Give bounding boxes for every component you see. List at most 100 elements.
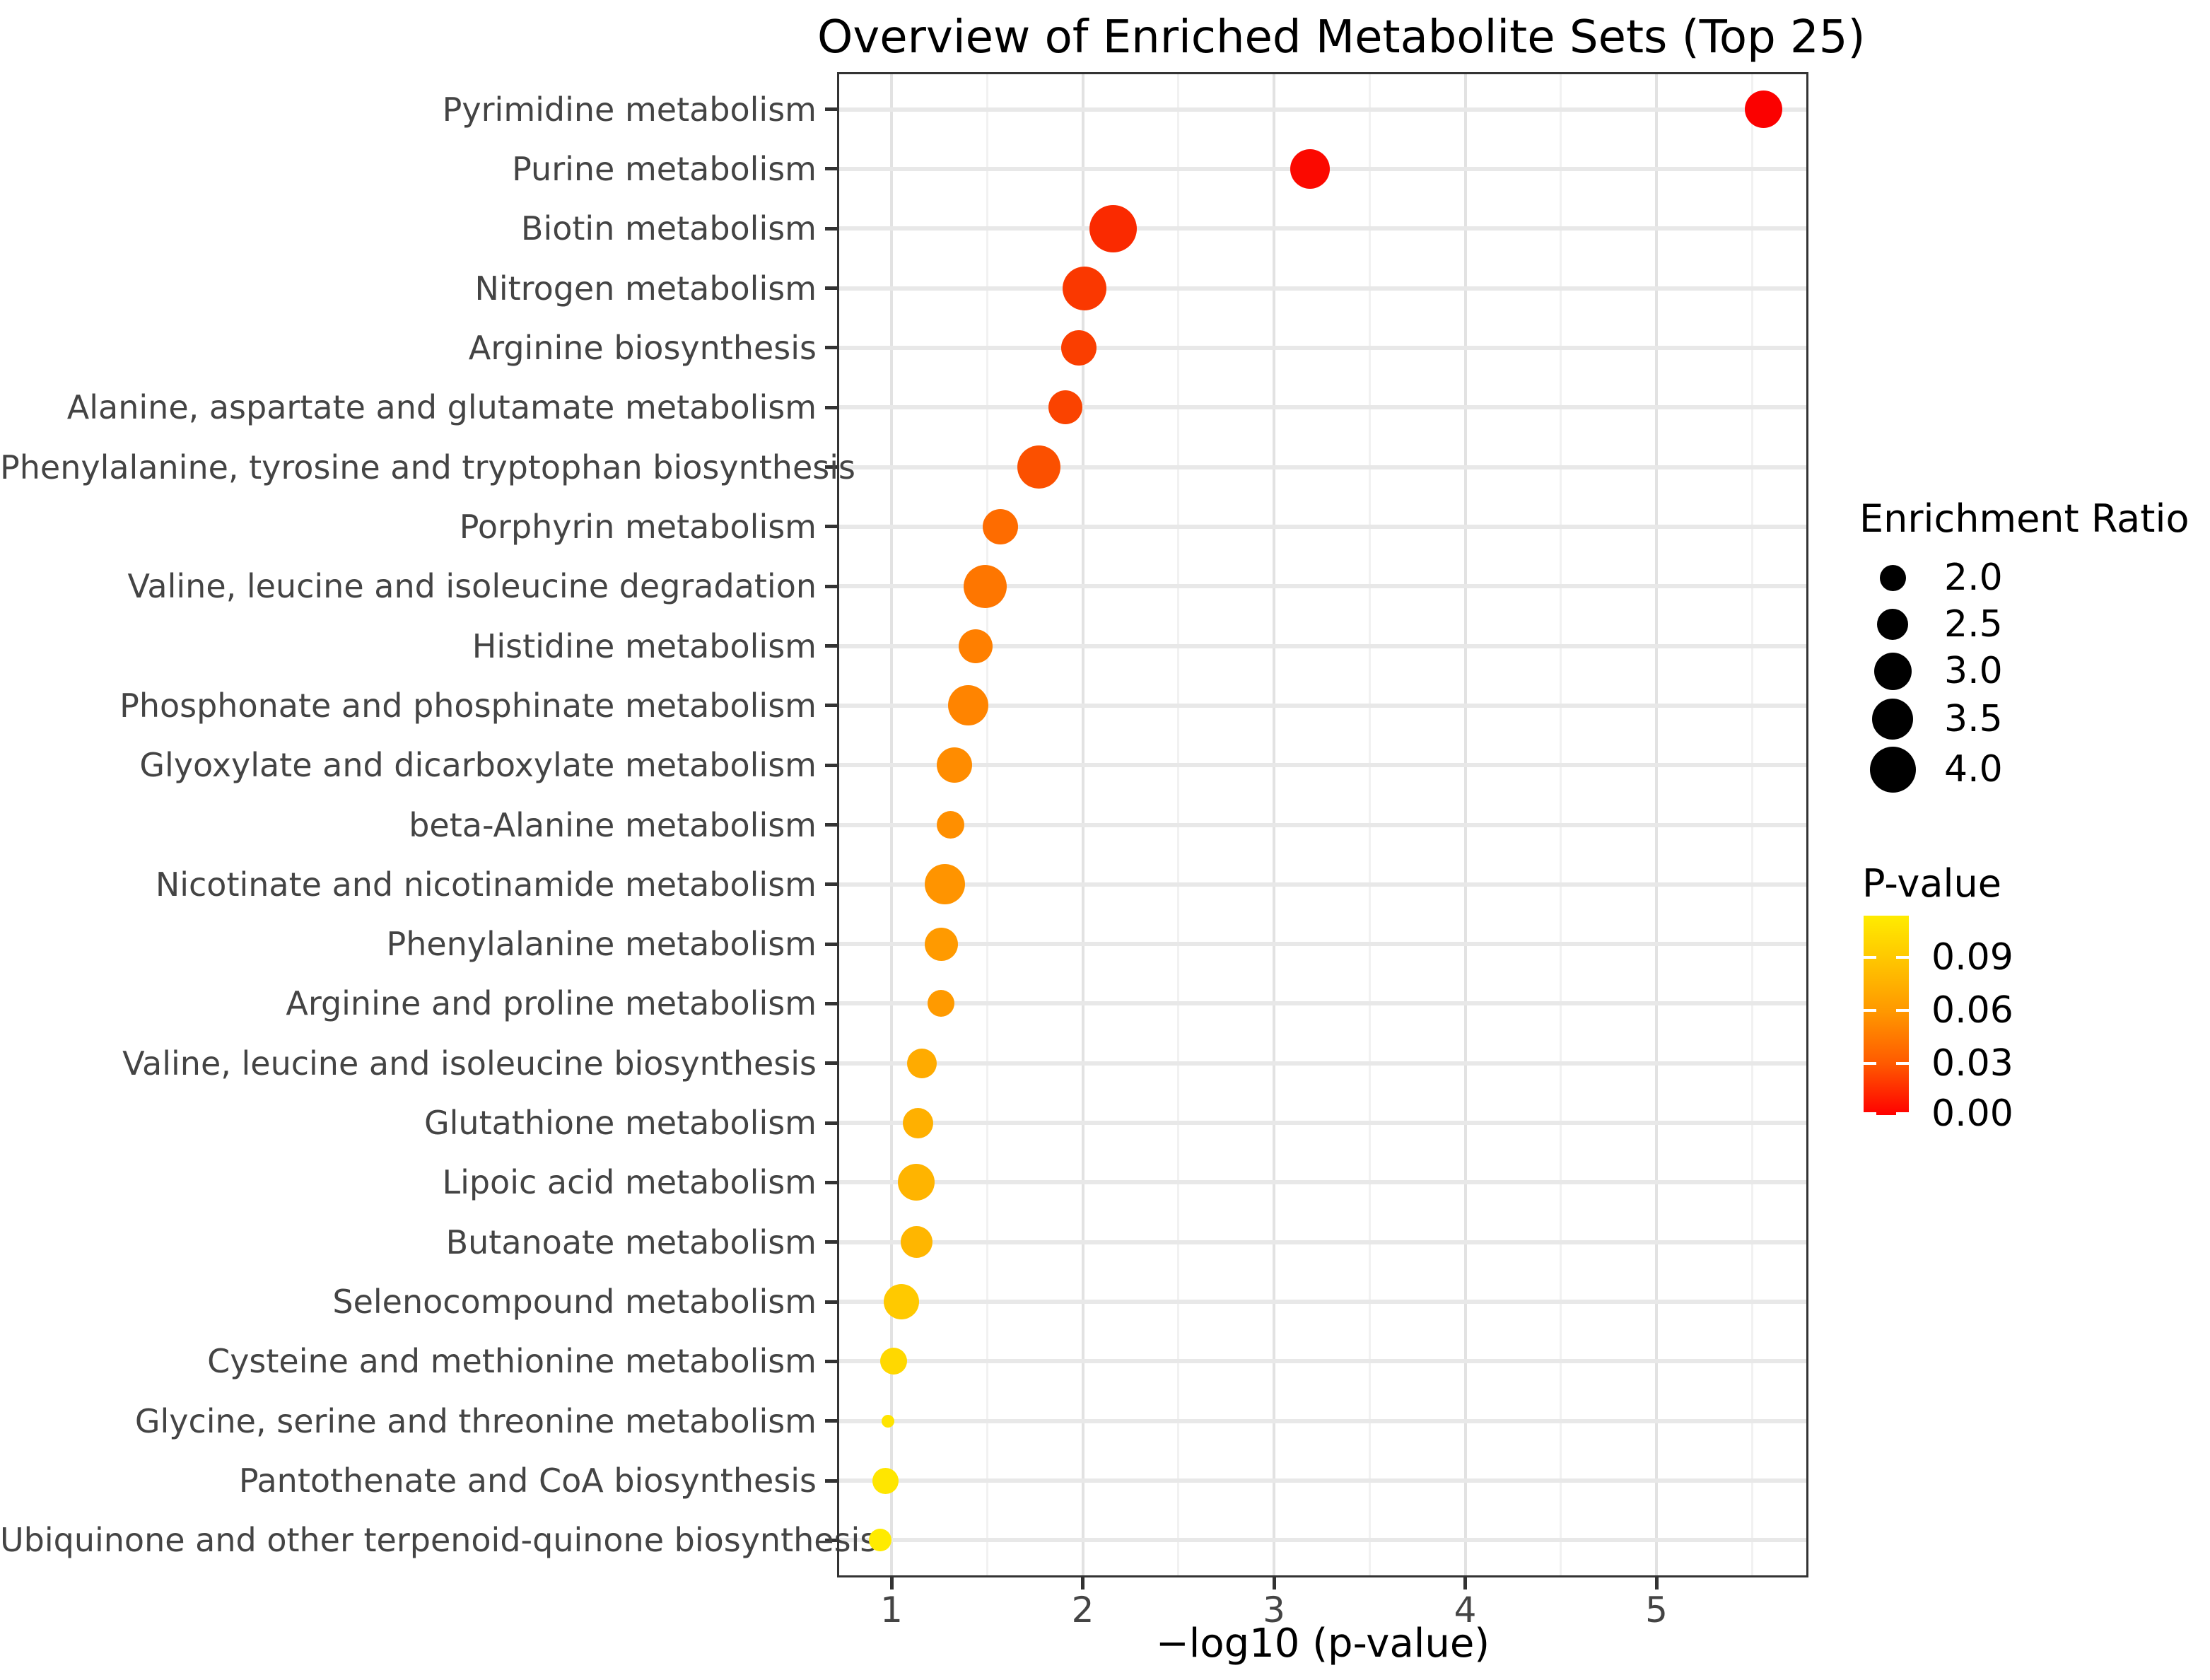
gridline-major-y [838,1061,1807,1066]
colorbar-tick-left [1864,1008,1876,1012]
y-tick-mark [825,584,838,588]
data-point-dot [1744,91,1782,129]
y-tick-mark [825,1478,838,1483]
legend-size-label: 2.0 [1944,556,2003,599]
y-axis-label: Phenylalanine metabolism [386,925,817,964]
data-point-dot [928,990,955,1017]
y-axis-label: beta-Alanine metabolism [409,805,817,844]
data-point-dot [947,685,988,726]
legend-size-dot [1872,699,1913,740]
data-point-dot [964,564,1007,608]
y-axis-label: Ubiquinone and other terpenoid-quinone b… [0,1521,877,1560]
y-axis-label: Cysteine and methionine metabolism [207,1342,817,1381]
y-axis-label: Histidine metabolism [472,626,817,665]
gridline-major-y [838,1359,1807,1364]
data-point-dot [879,1348,907,1375]
y-tick-mark [825,405,838,409]
x-tick-mark [1463,1576,1467,1589]
legend-color-label: 0.06 [1931,988,2013,1032]
y-tick-mark [825,465,838,469]
y-tick-mark [825,107,838,112]
data-point-dot [868,1529,891,1552]
legend-size-dot [1879,564,1906,591]
gridline-major-y [838,643,1807,648]
gridline-major-y [838,524,1807,529]
data-point-dot [925,864,966,905]
data-point-dot [900,1226,932,1259]
legend-color-label: 0.03 [1931,1042,2013,1085]
x-axis-tick-label: 5 [1645,1589,1668,1631]
y-axis-label: Lipoic acid metabolism [442,1163,817,1202]
colorbar-tick-left [1864,1112,1876,1116]
data-point-dot [937,747,973,783]
legend-color-label: 0.00 [1931,1092,2013,1136]
y-tick-mark [825,882,838,887]
data-point-dot [1048,390,1083,425]
legend-size-title: Enrichment Ratio [1859,496,2189,541]
data-point-dot [959,629,993,663]
y-tick-mark [825,1001,838,1005]
y-axis-label: Arginine biosynthesis [468,328,817,367]
y-axis-label: Arginine and proline metabolism [286,984,817,1023]
data-point-dot [1290,148,1331,189]
data-point-dot [883,1284,919,1320]
y-tick-mark [825,346,838,350]
y-tick-mark [825,1240,838,1244]
gridline-major-y [838,1001,1807,1006]
gridline-major-y [838,1418,1807,1423]
pvalue-colorbar [1864,916,1909,1115]
gridline-major-y [838,1180,1807,1185]
y-tick-mark [825,1061,838,1066]
gridline-major-y [838,345,1807,350]
colorbar-tick-right [1896,955,1909,959]
y-axis-label: Glyoxylate and dicarboxylate metabolism [139,746,817,785]
y-tick-mark [825,167,838,171]
legend-size-dot [1873,652,1912,690]
y-tick-mark [825,704,838,708]
colorbar-tick-left [1864,1061,1876,1065]
gridline-major-y [838,286,1807,291]
chart-title: Overview of Enriched Metabolite Sets (To… [817,11,1866,64]
x-axis-tick-label: 2 [1071,1589,1094,1631]
colorbar-tick-right [1896,1061,1909,1065]
legend-size-label: 3.0 [1944,650,2003,692]
y-tick-mark [825,942,838,946]
y-axis-label: Phenylalanine, tyrosine and tryptophan b… [0,448,855,486]
data-point-dot [907,1048,937,1078]
y-tick-mark [825,823,838,827]
data-point-dot [937,811,965,839]
gridline-major-y [838,822,1807,827]
y-tick-mark [825,644,838,648]
gridline-major-y [838,405,1807,410]
y-axis-label: Valine, leucine and isoleucine biosynthe… [122,1044,817,1083]
y-axis-label: Pyrimidine metabolism [442,90,817,129]
legend-size-dot [1869,746,1916,793]
y-tick-mark [825,525,838,529]
y-tick-mark [825,1121,838,1125]
y-axis-label: Nicotinate and nicotinamide metabolism [155,865,817,904]
gridline-major-y [838,107,1807,112]
data-point-dot [903,1107,934,1138]
legend-size-label: 4.0 [1944,748,2003,791]
y-tick-mark [825,1180,838,1184]
gridline-major-y [838,703,1807,708]
data-point-dot [898,1164,935,1201]
data-point-dot [983,508,1019,544]
y-axis-label: Nitrogen metabolism [474,269,817,308]
data-point-dot [1061,329,1097,366]
y-axis-label: Valine, leucine and isoleucine degradati… [127,567,817,606]
legend-color-title: P-value [1862,861,2001,906]
gridline-major-y [838,882,1807,887]
data-point-dot [1063,266,1107,310]
x-axis-tick-label: 4 [1454,1589,1477,1631]
y-axis-label: Biotin metabolism [520,209,817,248]
y-tick-mark [825,1538,838,1542]
y-tick-mark [825,763,838,767]
y-tick-mark [825,1300,838,1304]
x-tick-mark [1654,1576,1659,1589]
colorbar-tick-right [1896,1112,1909,1116]
data-point-dot [1017,445,1060,489]
x-tick-mark [1272,1576,1276,1589]
y-axis-label: Alanine, aspartate and glutamate metabol… [66,388,817,427]
